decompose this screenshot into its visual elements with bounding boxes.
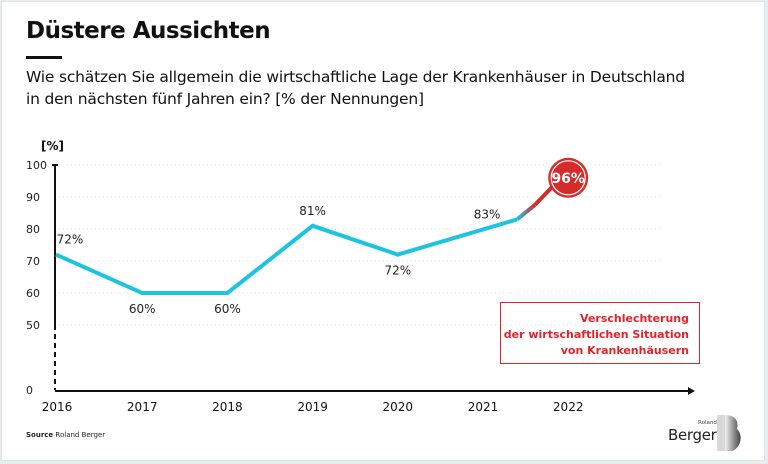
data-label: 81% — [299, 204, 326, 218]
data-label: 72% — [384, 264, 411, 278]
y-tick-label: 80 — [26, 223, 40, 236]
x-tick-label: 2021 — [468, 400, 499, 414]
y-axis-unit-label: [%] — [41, 139, 64, 153]
x-tick-label: 2018 — [212, 400, 243, 414]
series-line-projection — [533, 183, 556, 207]
note-line-1: Verschlechterung — [580, 312, 689, 325]
y-tick-label: 0 — [26, 384, 33, 397]
x-axis-arrowhead — [688, 387, 695, 395]
highlight-circle — [548, 157, 589, 198]
data-label: 60% — [129, 302, 156, 316]
source-text: Roland Berger — [55, 431, 106, 439]
x-tick-label: 2016 — [42, 400, 73, 414]
y-tick-label: 60 — [26, 287, 40, 300]
series-line — [55, 217, 518, 295]
data-label-highlight: 96% — [551, 171, 585, 187]
series-line-transition — [515, 203, 537, 221]
legend-note-box: Verschlechterung der wirtschaftlichen Si… — [500, 302, 700, 364]
x-tick-label: 2019 — [297, 400, 328, 414]
subtitle-line-1: Wie schätzen Sie allgemein die wirtschaf… — [26, 68, 685, 86]
logo-big-text: Berger — [668, 426, 717, 444]
source-label: Source — [26, 431, 54, 439]
logo-small-text: Roland — [698, 420, 717, 426]
title-underline — [26, 56, 62, 59]
y-tick-label: 50 — [26, 319, 40, 332]
roland-berger-logo: Roland Berger — [668, 413, 748, 453]
data-label: 60% — [214, 302, 241, 316]
subtitle-line-2: in den nächsten fünf Jahren ein? [% der … — [26, 90, 424, 108]
source-note: Source Roland Berger — [26, 431, 105, 439]
chart-title: Düstere Aussichten — [26, 18, 271, 44]
y-tick-label: 100 — [26, 159, 47, 172]
highlight-circle-ring — [550, 160, 586, 196]
data-label: 83% — [474, 207, 501, 221]
logo-b-icon — [717, 415, 741, 451]
data-label: 72% — [57, 233, 84, 247]
y-tick-label: 70 — [26, 255, 40, 268]
chart-subtitle: Wie schätzen Sie allgemein die wirtschaf… — [26, 66, 746, 110]
x-tick-label: 2017 — [127, 400, 158, 414]
note-line-3: von Krankenhäusern — [560, 344, 689, 357]
note-line-2: der wirtschaftlichen Situation — [503, 328, 689, 341]
x-tick-label: 2020 — [383, 400, 414, 414]
x-tick-label: 2022 — [553, 400, 584, 414]
y-tick-label: 90 — [26, 191, 40, 204]
